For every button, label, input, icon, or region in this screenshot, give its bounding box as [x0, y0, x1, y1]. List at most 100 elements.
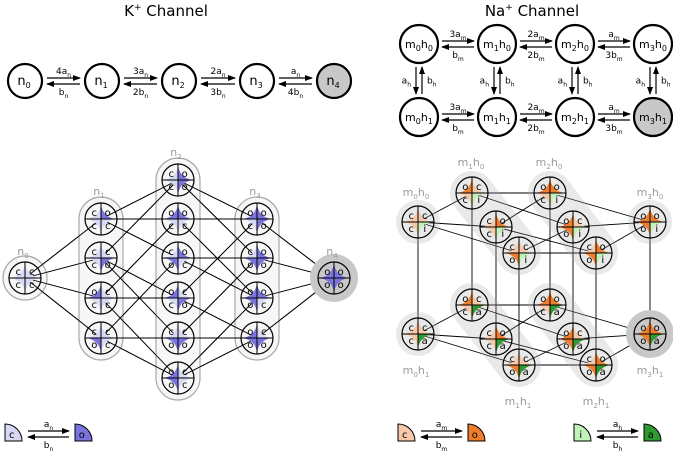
k-state-n2-2: c oo c: [161, 241, 195, 275]
subunit-quadrant: [496, 323, 512, 339]
subunit-quadrant: [418, 334, 434, 350]
subunit-letter: c: [92, 247, 98, 258]
subunit-letter: o: [261, 287, 267, 298]
subunit-quadrant: [257, 282, 273, 298]
subunit-quadrant: [472, 305, 488, 321]
state-node: [160, 62, 198, 100]
subunit-quadrant: [418, 318, 434, 334]
subunit-quadrant: [480, 227, 496, 243]
subunit-quadrant: [634, 334, 650, 350]
k-state-n2-1: o oc c: [161, 202, 195, 236]
subunit-quadrant: [456, 193, 472, 209]
na-state-h0-5: o co i: [556, 210, 590, 244]
subunit-letter: c: [523, 242, 529, 253]
subunit-quadrant: [480, 323, 496, 339]
na-state-h0-2: c oc i: [479, 210, 513, 244]
subunit-letter: c: [16, 267, 22, 278]
subunit-quadrant: [456, 289, 472, 305]
subunit-quadrant: [534, 305, 550, 321]
subunit-letter: o: [247, 260, 253, 271]
subunit-letter: o: [563, 229, 569, 240]
na-state-h1-2: c oc a: [479, 322, 513, 356]
subunit-quadrant: [85, 338, 101, 354]
subunit-letter: o: [247, 287, 253, 298]
subunit-letter: c: [92, 221, 98, 232]
lattice-edge: [495, 304, 551, 340]
lattice-edge: [417, 333, 497, 340]
subunit-quadrant: [162, 322, 178, 338]
na-state-m0h0: m0h0: [398, 23, 440, 65]
backward-rate-label: bm: [452, 51, 464, 63]
subunit-letter: o: [640, 211, 646, 222]
k-state-chain: n0 n1 n2 n3 n4 4an bn 3an 2bn 2an 3bn an 4bn: [6, 62, 353, 100]
subunit-quadrant: [178, 219, 194, 235]
subunit-letter: c: [92, 327, 98, 338]
na-bottom-group-label-0: m0h1: [403, 364, 430, 379]
subunit-letter: o: [168, 260, 174, 271]
subunit-quadrant: [257, 258, 273, 274]
k-transition-3: an 4bn: [278, 67, 313, 100]
subunit-quadrant: [162, 258, 178, 274]
subunit-letter: c: [182, 260, 188, 271]
subunit-letter: o: [261, 208, 267, 219]
subunit-quadrant: [456, 305, 472, 321]
subunit-quadrant: [557, 323, 573, 339]
na-state-h0-4: o oc i: [533, 176, 567, 210]
h-legend-right: a: [643, 423, 662, 442]
subunit-quadrant: [557, 211, 573, 227]
state-node: [83, 62, 121, 100]
subunit-quadrant: [573, 323, 589, 339]
k-state-n2-3: o cc o: [161, 281, 195, 315]
na-bottom-transition-0: 3am bm: [441, 103, 475, 136]
subunit-quadrant: [101, 203, 117, 219]
k-transition-2: 2an 3bn: [200, 67, 236, 100]
k-state-n1: n1: [83, 62, 121, 100]
subunit-quadrant: [162, 180, 178, 196]
subunit-letter: c: [487, 328, 493, 339]
subunit-letter: o: [105, 208, 111, 219]
subunit-quadrant: [550, 193, 566, 209]
forward-rate-label: 2an: [210, 67, 225, 79]
state-group-outline: [234, 196, 280, 361]
subunit-letter: c: [422, 323, 428, 334]
subunit-letter: c: [523, 354, 529, 365]
subunit-letter: c: [487, 229, 493, 240]
na-state-h0-1: o cc i: [455, 176, 489, 210]
subunit-quadrant: [257, 242, 273, 258]
h-legend-arrows: ah bh: [596, 420, 639, 453]
state-label: m3h0: [639, 38, 667, 53]
forward-rate-label: an: [291, 67, 301, 79]
na-state-m2h1: m2h1: [554, 96, 596, 138]
subunit-letter: c: [182, 327, 188, 338]
subunit-quadrant: [178, 164, 194, 180]
state-node: [238, 62, 276, 100]
subunit-quadrant: [162, 282, 178, 298]
down-rate-label: ah: [402, 77, 412, 89]
subunit-letter: c: [541, 195, 547, 206]
state-label: m0h1: [405, 111, 433, 126]
subunit-letter: c: [476, 294, 482, 305]
subunit-letter: o: [500, 328, 506, 339]
subunit-quadrant: [534, 177, 550, 193]
subunit-quadrant: [557, 339, 573, 355]
subunit-letter: c: [169, 182, 175, 193]
subunit-letter: c: [487, 341, 493, 352]
na-state-h1-4: o oc a: [533, 288, 567, 322]
state-label: m1h0: [483, 38, 511, 53]
subunit-letter: i: [579, 430, 582, 441]
subunit-letter: o: [168, 340, 174, 351]
k-state-groups: [2, 157, 357, 401]
subunit-letter: c: [409, 336, 415, 347]
subunit-letter: o: [91, 287, 97, 298]
forward-rate-label: 3am: [449, 30, 466, 42]
subunit-quadrant: [241, 203, 257, 219]
subunit-letter: o: [540, 182, 546, 193]
subunit-quadrant: [162, 338, 178, 354]
subunit-letter: a: [500, 341, 506, 352]
na-state-m0h1: m0h1: [398, 96, 440, 138]
subunit-letter: c: [463, 307, 469, 318]
subunit-quadrant: [9, 278, 25, 294]
subunit-letter: a: [648, 430, 654, 441]
subunit-quadrant: [519, 253, 535, 269]
state-node: [554, 96, 596, 138]
